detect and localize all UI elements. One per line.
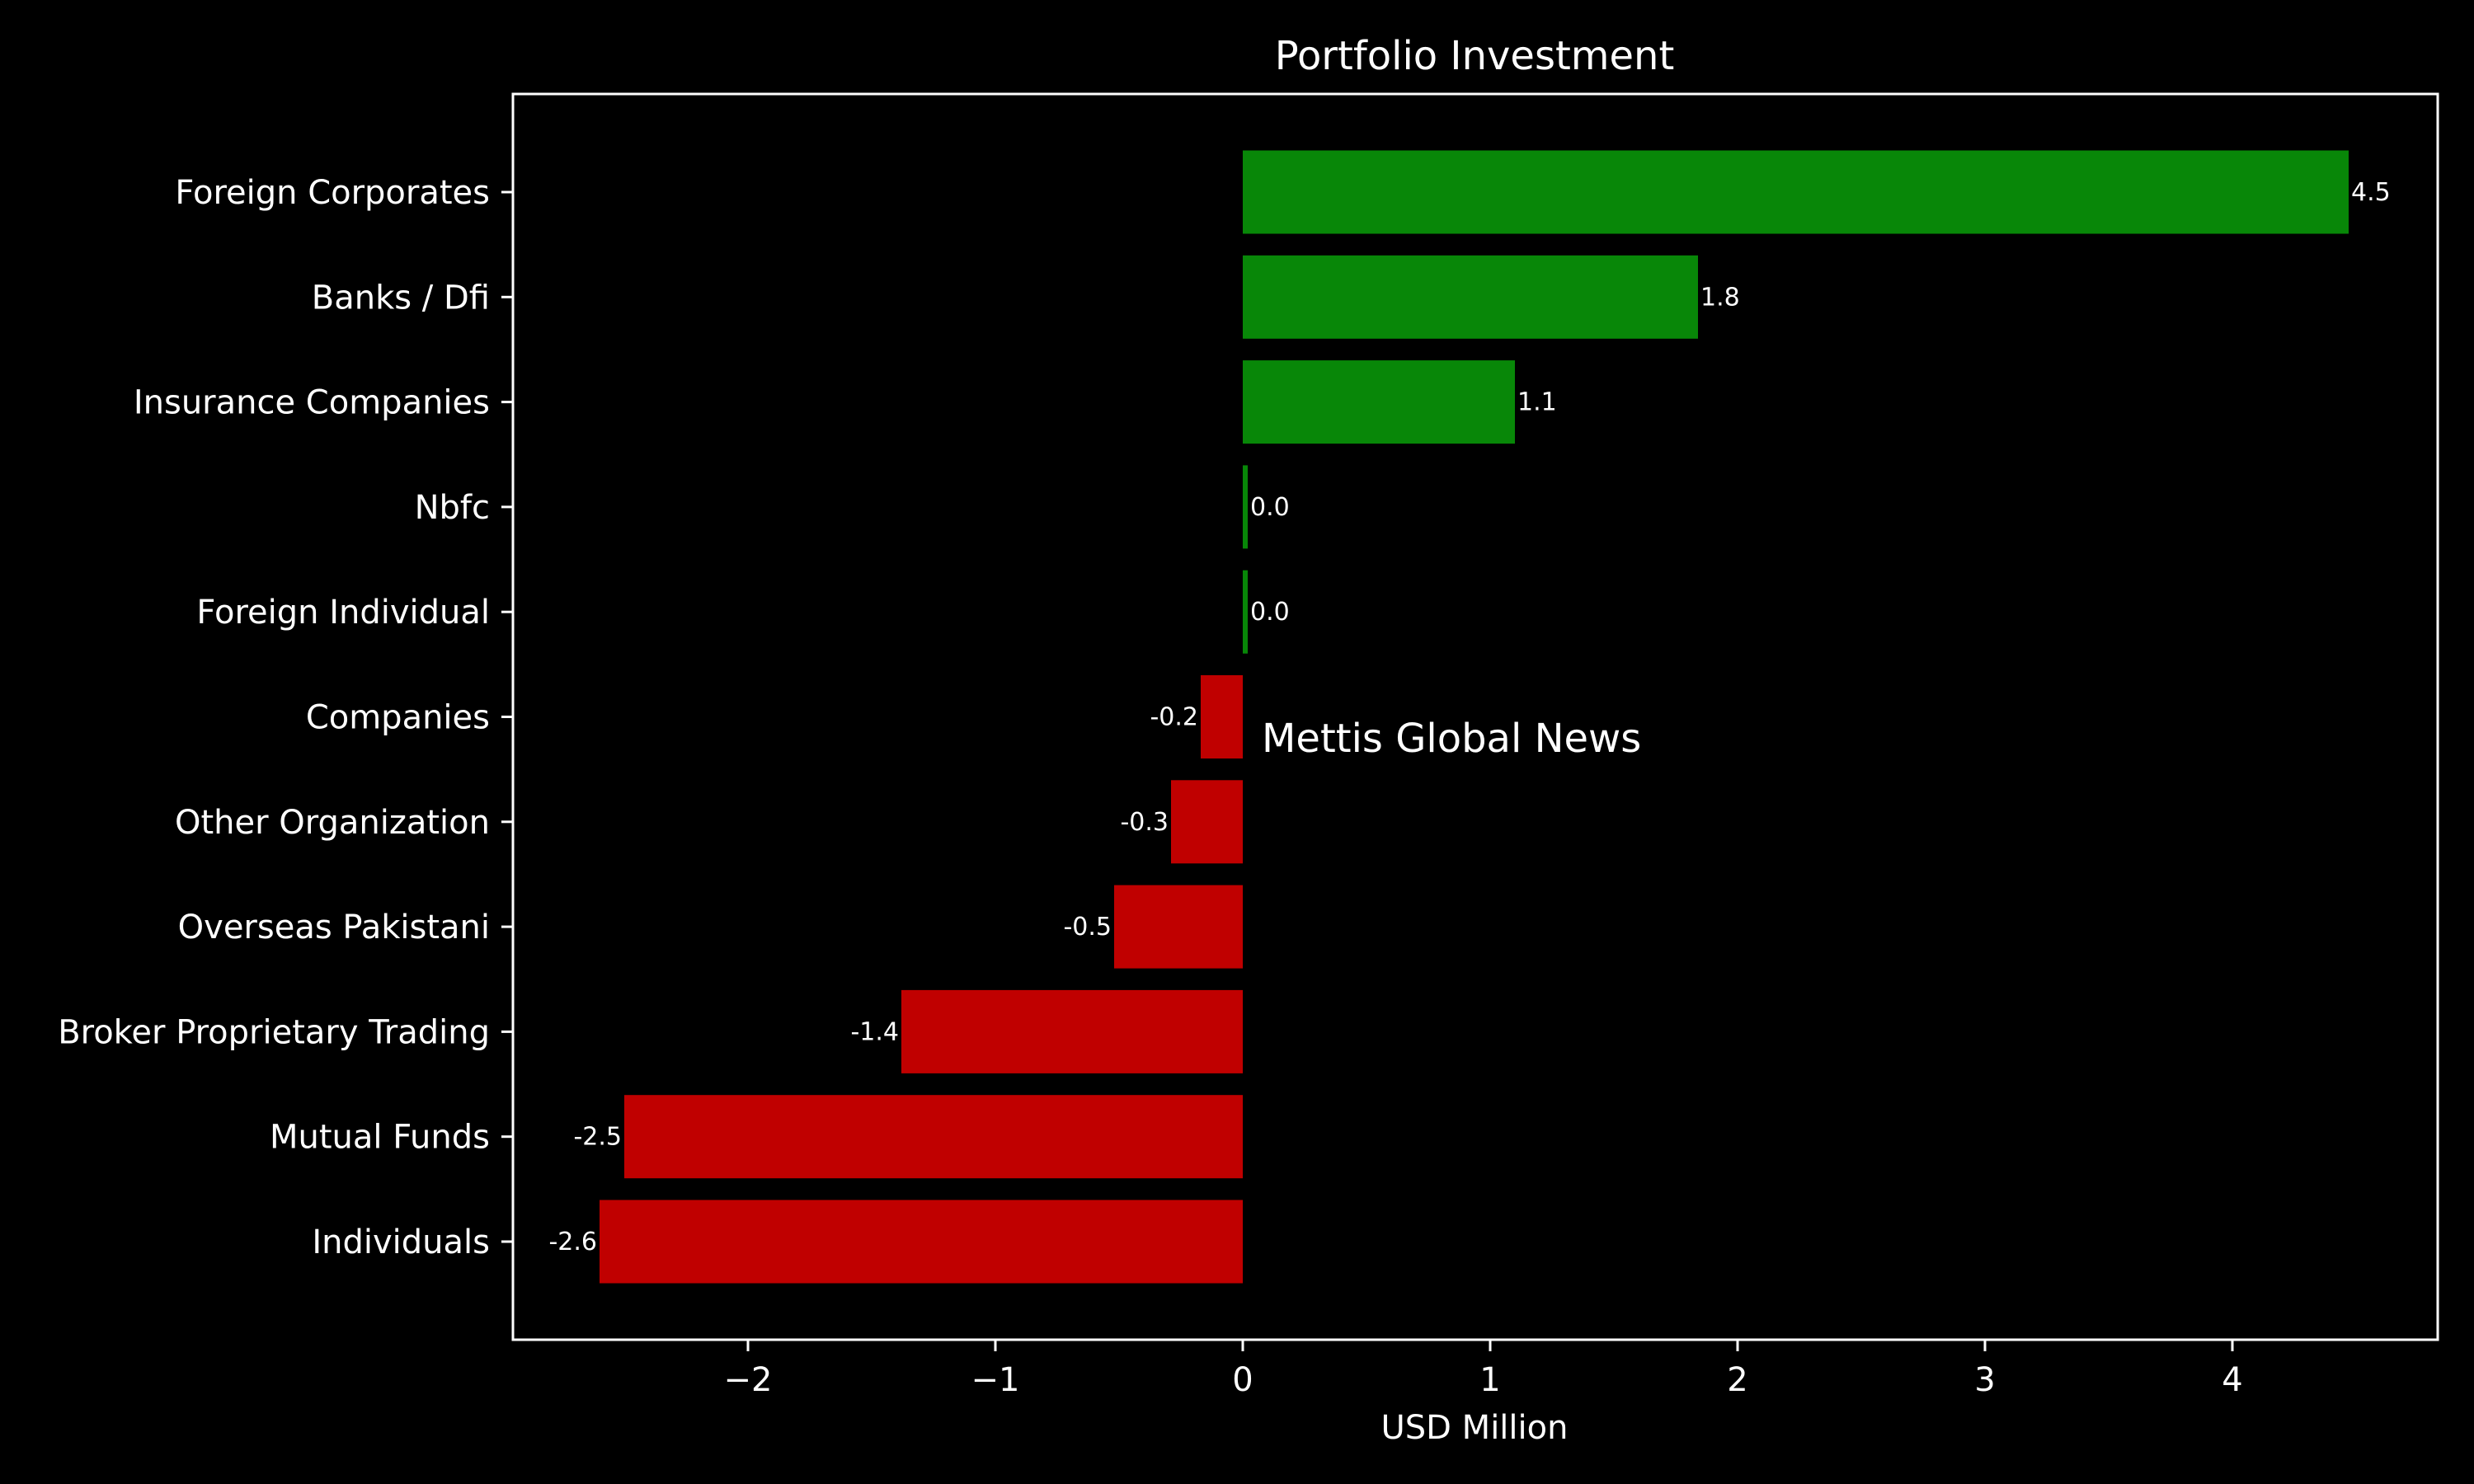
- data-label-individuals: -2.6: [548, 1228, 597, 1256]
- data-label-companies: -0.2: [1150, 703, 1198, 732]
- y-tick-label-companies: Companies: [306, 699, 490, 737]
- y-axis: Foreign Corporates Banks / Dfi Insurance C…: [58, 174, 513, 1261]
- x-tick-label-1: −1: [971, 1361, 1020, 1399]
- x-tick-label-3: 1: [1479, 1361, 1500, 1399]
- data-label-mutual-funds: -2.5: [573, 1123, 622, 1152]
- x-axis: −2 −1 0 1 2 3 4: [724, 1340, 2243, 1399]
- y-tick-label-other-organization: Other Organization: [175, 804, 490, 842]
- data-label-banks-dfi: 1.8: [1700, 283, 1740, 312]
- y-tick-label-individuals: Individuals: [312, 1223, 490, 1261]
- data-label-foreign-individual: 0.0: [1250, 598, 1290, 627]
- bar-foreign-corporates: [1243, 150, 2349, 234]
- y-tick-label-insurance-companies: Insurance Companies: [134, 384, 490, 422]
- data-label-foreign-corporates: 4.5: [2351, 178, 2391, 207]
- x-tick-label-0: −2: [724, 1361, 773, 1399]
- bar-insurance-companies: [1243, 360, 1515, 444]
- watermark-text: Mettis Global News: [1262, 716, 1641, 762]
- bar-individuals: [600, 1200, 1243, 1284]
- data-label-insurance-companies: 1.1: [1517, 388, 1557, 417]
- data-label-other-organization: -0.3: [1120, 808, 1169, 837]
- chart-title: Portfolio Investment: [1275, 33, 1675, 79]
- data-labels-group: 4.5 1.8 1.1 0.0 0.0 -0.2 -0.3 -0.5 -1.4 -2.5 -2.6: [548, 178, 2390, 1256]
- bar-companies: [1201, 675, 1243, 758]
- data-label-nbfc: 0.0: [1250, 493, 1290, 522]
- data-label-broker-proprietary-trading: -1.4: [850, 1017, 899, 1046]
- bar-nbfc: [1243, 465, 1248, 549]
- bar-mutual-funds: [624, 1095, 1243, 1179]
- bar-other-organization: [1171, 780, 1243, 864]
- bar-banks-dfi: [1243, 255, 1698, 339]
- x-tick-label-2: 0: [1232, 1361, 1253, 1399]
- bars-group: [600, 150, 2349, 1284]
- y-tick-label-mutual-funds: Mutual Funds: [270, 1119, 490, 1157]
- data-label-overseas-pakistani: -0.5: [1063, 913, 1112, 942]
- x-tick-label-4: 2: [1727, 1361, 1747, 1399]
- bar-broker-proprietary-trading: [901, 989, 1243, 1073]
- x-axis-label: USD Million: [1381, 1409, 1569, 1447]
- y-tick-label-overseas-pakistani: Overseas Pakistani: [178, 909, 490, 946]
- bar-foreign-individual: [1243, 570, 1248, 654]
- bar-overseas-pakistani: [1114, 885, 1243, 969]
- x-tick-label-5: 3: [1974, 1361, 1995, 1399]
- y-tick-label-nbfc: Nbfc: [415, 489, 490, 527]
- y-tick-label-broker-proprietary-trading: Broker Proprietary Trading: [58, 1013, 490, 1051]
- y-tick-label-foreign-individual: Foreign Individual: [196, 594, 490, 632]
- x-tick-label-6: 4: [2222, 1361, 2242, 1399]
- y-tick-label-foreign-corporates: Foreign Corporates: [175, 174, 490, 212]
- y-tick-label-banks-dfi: Banks / Dfi: [312, 279, 490, 317]
